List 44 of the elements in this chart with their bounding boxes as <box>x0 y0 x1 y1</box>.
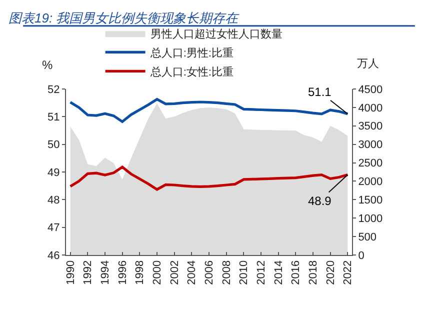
x-tick-label: 2008 <box>220 260 233 285</box>
x-tick-label: 2010 <box>238 260 250 285</box>
y2-axis-title: 万人 <box>357 58 379 70</box>
x-tick-label: 1996 <box>116 260 129 285</box>
x-tick-label: 2004 <box>186 260 198 285</box>
y2-tick-label: 4500 <box>358 84 383 96</box>
y-tick-label: 52 <box>48 84 60 96</box>
y-tick-label: 47 <box>48 222 60 234</box>
y-axis-title: % <box>42 58 53 72</box>
y-tick-label: 46 <box>48 250 60 262</box>
line-series <box>69 166 349 191</box>
x-tick-label: 2022 <box>342 260 354 285</box>
y2-tick-label: 1500 <box>358 194 383 207</box>
annotation: 51.1 <box>308 85 332 99</box>
line-series <box>69 98 349 123</box>
x-tick-label: 2016 <box>290 260 302 285</box>
legend-label: 总人口:男性:比重 <box>149 46 234 60</box>
y-tick-label: 49 <box>48 166 60 179</box>
x-tick-label: 2012 <box>256 260 268 285</box>
x-tick-label: 2020 <box>324 260 337 285</box>
y2-tick-label: 3500 <box>358 120 383 133</box>
y2-tick-label: 3000 <box>358 139 383 152</box>
x-tick-label: 1990 <box>64 260 77 285</box>
y2-tick-label: 4000 <box>358 102 383 114</box>
x-tick-label: 2006 <box>204 260 216 285</box>
chart-title: 图表19: 我国男女比例失衡现象长期存在 <box>8 10 240 26</box>
y2-tick-label: 500 <box>358 231 377 244</box>
legend-label: 男性人口超过女性人口数量 <box>150 27 282 40</box>
x-tick-label: 1998 <box>134 260 146 285</box>
x-tick-label: 1994 <box>100 260 112 285</box>
x-tick-label: 2014 <box>272 260 285 285</box>
x-tick-label: 2000 <box>152 260 164 285</box>
y2-tick-label: 2500 <box>358 158 383 170</box>
x-tick-label: 1992 <box>82 260 94 285</box>
y-tick-label: 50 <box>48 139 60 152</box>
y-tick-label: 48 <box>48 194 60 207</box>
annotation: 48.9 <box>308 194 332 208</box>
y2-tick-label: 1000 <box>358 212 383 225</box>
x-tick-label: 2018 <box>308 260 320 285</box>
y-tick-label: 51 <box>48 112 60 124</box>
y2-tick-label: 0 <box>358 250 364 262</box>
legend-label: 总人口:女性:比重 <box>149 65 234 78</box>
y2-tick-label: 2000 <box>358 176 383 188</box>
x-tick-label: 2002 <box>168 260 181 285</box>
